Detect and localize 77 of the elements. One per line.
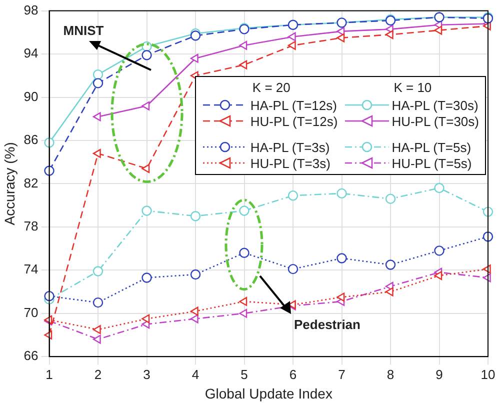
x-tick-label: 9 (436, 366, 443, 382)
point (336, 253, 347, 264)
point (190, 269, 201, 280)
point (239, 206, 250, 216)
point (434, 271, 442, 280)
legend-label: HA-PL (T=5s) (392, 140, 472, 154)
point (142, 164, 150, 174)
point (336, 292, 345, 302)
point (385, 260, 396, 270)
legend-label: HU-PL (T=12s) (250, 114, 338, 128)
point (239, 248, 250, 258)
point (190, 306, 198, 316)
point (482, 273, 491, 282)
annotation: K = 10 (392, 80, 433, 97)
point (92, 112, 101, 122)
point (142, 206, 152, 216)
point (336, 188, 347, 199)
point (288, 264, 298, 274)
x-tick-label: 1 (46, 366, 53, 382)
y-tick-label: 90 (24, 88, 38, 104)
point (92, 325, 101, 334)
x-tick-label: 8 (386, 366, 394, 382)
legend-label: HU-PL (T=5s) (392, 156, 472, 170)
legend-label: HU-PL (T=30s) (392, 114, 479, 128)
y-axis-title: Accuracy (%) (1, 142, 18, 226)
point (239, 40, 248, 50)
y-tick-label: 78 (24, 218, 38, 234)
point (92, 297, 104, 308)
legend-label: HA-PL (T=30s) (392, 98, 478, 112)
y-tick-label: 82 (24, 175, 38, 190)
annotation: K = 20 (251, 80, 292, 97)
point (92, 266, 104, 276)
point (92, 78, 104, 88)
point (142, 50, 152, 60)
point (385, 194, 396, 204)
point (385, 287, 394, 296)
point (92, 334, 101, 344)
point (434, 26, 442, 35)
y-tick-label: 94 (24, 46, 38, 61)
annotation: Pedestrian (294, 316, 360, 332)
x-axis-title: Global Update Index (204, 385, 332, 402)
point (142, 101, 150, 110)
point (142, 314, 150, 324)
point (92, 69, 104, 80)
point (92, 148, 101, 158)
point (385, 30, 394, 40)
y-tick-label: 66 (24, 348, 38, 364)
point (288, 40, 296, 50)
point (190, 54, 198, 63)
x-tick-label: 5 (240, 366, 248, 382)
y-tick-label: 86 (24, 132, 38, 148)
point (239, 308, 248, 318)
point (190, 30, 201, 41)
x-tick-label: 6 (289, 366, 297, 382)
point (434, 246, 444, 256)
legend-label: HA-PL (T=12s) (250, 98, 337, 112)
point (190, 314, 198, 324)
point (239, 60, 248, 70)
y-tick-label: 74 (24, 262, 38, 277)
point (288, 190, 298, 201)
y-tick-label: 70 (24, 304, 38, 320)
point (142, 272, 152, 283)
legend-label: HA-PL (T=3s) (250, 140, 330, 154)
legend-label: HU-PL (T=3s) (250, 156, 330, 170)
point (190, 211, 201, 222)
x-tick-label: 3 (143, 366, 150, 382)
point (482, 264, 491, 274)
point (288, 32, 296, 42)
point (336, 33, 345, 42)
x-tick-label: 2 (94, 366, 102, 382)
y-tick-label: 98 (24, 2, 38, 18)
annotation: MNIST (63, 23, 104, 38)
point (434, 182, 444, 194)
x-tick-label: 10 (480, 366, 496, 382)
x-tick-label: 4 (192, 366, 200, 382)
x-tick-label: 7 (338, 366, 346, 382)
point (239, 296, 248, 306)
